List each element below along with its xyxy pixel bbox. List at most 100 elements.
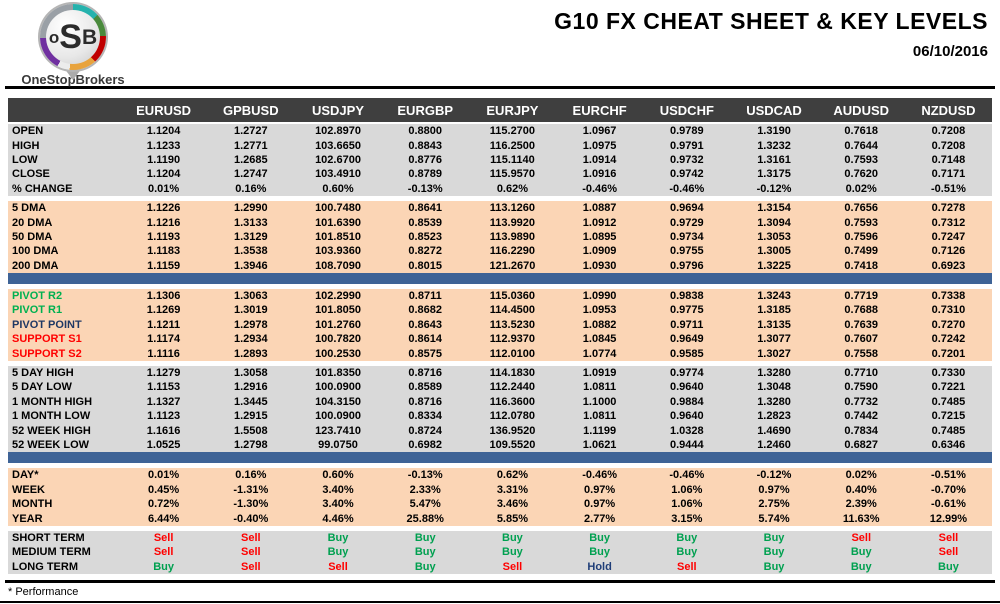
page-title: G10 FX CHEAT SHEET & KEY LEVELS	[554, 8, 988, 34]
value-cell: 0.9755	[669, 245, 704, 258]
value-cell: 0.7590	[844, 381, 879, 394]
value-cell: 1.3154	[757, 202, 791, 215]
value-cell: 1.3133	[233, 216, 268, 229]
value-cell: 0.7499	[844, 245, 879, 258]
section-ranges: 5 DAY HIGH 1.1279 1.3058 101.8350 0.8716 114.…	[8, 365, 992, 453]
logo-letter-s: S	[59, 18, 82, 56]
value-cell: 0.9734	[669, 230, 704, 243]
section-moving-averages: 5 DMA 1.1226 1.2990 100.7480 0.8641 113.1260 1…	[8, 200, 992, 273]
value-cell: 3.40%	[322, 498, 354, 511]
value-cell: 0.7242	[931, 333, 966, 346]
value-cell: 2.33%	[409, 483, 441, 496]
table-row: DAY* 0.01% 0.16% 0.60% -0.13% 0.62% -0.46% -0.4…	[8, 468, 992, 482]
value-cell: 0.9640	[669, 381, 704, 394]
value-cell: 1.2990	[233, 202, 268, 215]
value-cell: 113.5230	[489, 318, 536, 331]
value-cell: 0.40%	[845, 483, 877, 496]
table-row: 5 DMA 1.1226 1.2990 100.7480 0.8641 113.1260 1…	[8, 201, 992, 215]
value-cell: 1.3538	[233, 245, 268, 258]
value-cell: 100.7820	[315, 333, 361, 346]
value-cell: 115.1140	[490, 153, 535, 166]
value-cell: 116.2500	[489, 139, 536, 152]
value-cell: 0.9640	[669, 410, 704, 423]
value-cell: 103.4910	[315, 168, 361, 181]
value-cell: 0.7710	[844, 367, 879, 380]
section-gap	[8, 463, 992, 469]
value-cell: 1.3027	[757, 347, 791, 360]
value-cell: 116.2290	[489, 245, 536, 258]
value-cell: 0.97%	[758, 483, 790, 496]
signal-cell: Buy	[589, 531, 610, 544]
value-cell: 1.2934	[233, 333, 268, 346]
row-label: MEDIUM TERM	[12, 546, 91, 559]
table-row: % CHANGE 0.01% 0.16% 0.60% -0.13% 0.62% -0.46%…	[8, 182, 992, 196]
value-cell: 1.3053	[757, 230, 791, 243]
value-cell: 0.7442	[844, 410, 879, 423]
table-row: 50 DMA 1.1193 1.3129 101.8510 0.8523 113.9890…	[8, 230, 992, 244]
value-cell: 100.2530	[315, 347, 361, 360]
table-row: PIVOT R1 1.1269 1.3019 101.8050 0.8682 114.45…	[8, 303, 992, 317]
table-row: CLOSE 1.1204 1.2747 103.4910 0.8789 115.9570 1…	[8, 167, 992, 181]
section-gap	[8, 360, 992, 366]
column-header: EURGBP	[397, 102, 454, 118]
value-cell: 0.6982	[408, 439, 443, 451]
value-cell: 11.63%	[842, 512, 880, 525]
table-row: 52 WEEK HIGH 1.1616 1.5508 123.7410 0.8724 13…	[8, 423, 992, 437]
value-cell: 1.3058	[233, 367, 268, 380]
fx-table: EURUSD GPBUSD USDJPY EURGBP EURJPY EURCHF USDC…	[8, 98, 992, 574]
value-cell: 101.8350	[315, 367, 361, 380]
value-cell: -0.46%	[582, 469, 618, 482]
table-row: PIVOT POINT 1.1211 1.2978 101.2760 0.8643 113…	[8, 318, 992, 332]
value-cell: 0.7247	[931, 230, 966, 243]
value-cell: 1.3175	[757, 168, 791, 181]
value-cell: 0.9729	[669, 216, 704, 229]
signal-cell: Sell	[938, 531, 959, 544]
value-cell: 102.6700	[315, 153, 361, 166]
value-cell: 1.3019	[233, 304, 268, 317]
value-cell: 1.2460	[757, 439, 791, 451]
value-cell: 1.0912	[582, 216, 617, 229]
section-ohlc: OPEN 1.1204 1.2727 102.8970 0.8800 115.2700 1.…	[8, 124, 992, 196]
page-bottom-border	[0, 601, 1000, 603]
signal-cell: Sell	[677, 560, 697, 573]
signal-cell: Buy	[502, 531, 523, 544]
row-label: 52 WEEK HIGH	[12, 424, 91, 437]
table-row: 1 MONTH LOW 1.1123 1.2915 100.0900 0.8334 112…	[8, 409, 992, 423]
value-cell: 102.2990	[315, 290, 361, 303]
value-cell: 0.7688	[844, 304, 879, 317]
column-header: NZDUSD	[921, 102, 976, 118]
logo-letter-o: o	[48, 27, 60, 47]
signal-cell: Sell	[328, 560, 348, 573]
value-cell: 1.0909	[582, 245, 617, 258]
column-header: EURJPY	[486, 102, 539, 118]
row-label: 5 DAY HIGH	[12, 367, 74, 380]
signal-cell: Sell	[502, 560, 523, 573]
value-cell: 1.0930	[582, 259, 617, 272]
row-label: 1 MONTH LOW	[12, 410, 91, 423]
row-label: PIVOT POINT	[12, 318, 82, 331]
row-label: 100 DMA	[12, 245, 59, 258]
value-cell: -1.30%	[233, 498, 269, 511]
value-cell: 1.2823	[757, 410, 791, 423]
value-cell: 3.46%	[496, 498, 529, 511]
column-header: GPBUSD	[222, 102, 279, 118]
value-cell: -0.12%	[756, 182, 792, 195]
column-header: EURUSD	[136, 102, 192, 118]
value-cell: 0.01%	[148, 469, 180, 482]
value-cell: 1.0914	[582, 153, 617, 166]
column-header: AUDUSD	[833, 102, 890, 118]
value-cell: 1.1216	[146, 216, 181, 229]
value-cell: 3.40%	[322, 483, 354, 496]
row-label: SUPPORT S1	[12, 333, 82, 346]
value-cell: 101.8510	[315, 230, 361, 243]
value-cell: 0.97%	[584, 498, 616, 511]
value-cell: 0.7607	[844, 333, 879, 346]
report-date: 06/10/2016	[912, 43, 988, 60]
value-cell: 123.7410	[315, 424, 361, 437]
value-cell: 0.9796	[669, 259, 704, 272]
value-cell: 0.45%	[148, 483, 180, 496]
table-row: 5 DAY HIGH 1.1279 1.3058 101.8350 0.8716 114.…	[8, 366, 992, 380]
value-cell: 101.8050	[315, 304, 361, 317]
value-cell: 0.9694	[669, 202, 704, 215]
